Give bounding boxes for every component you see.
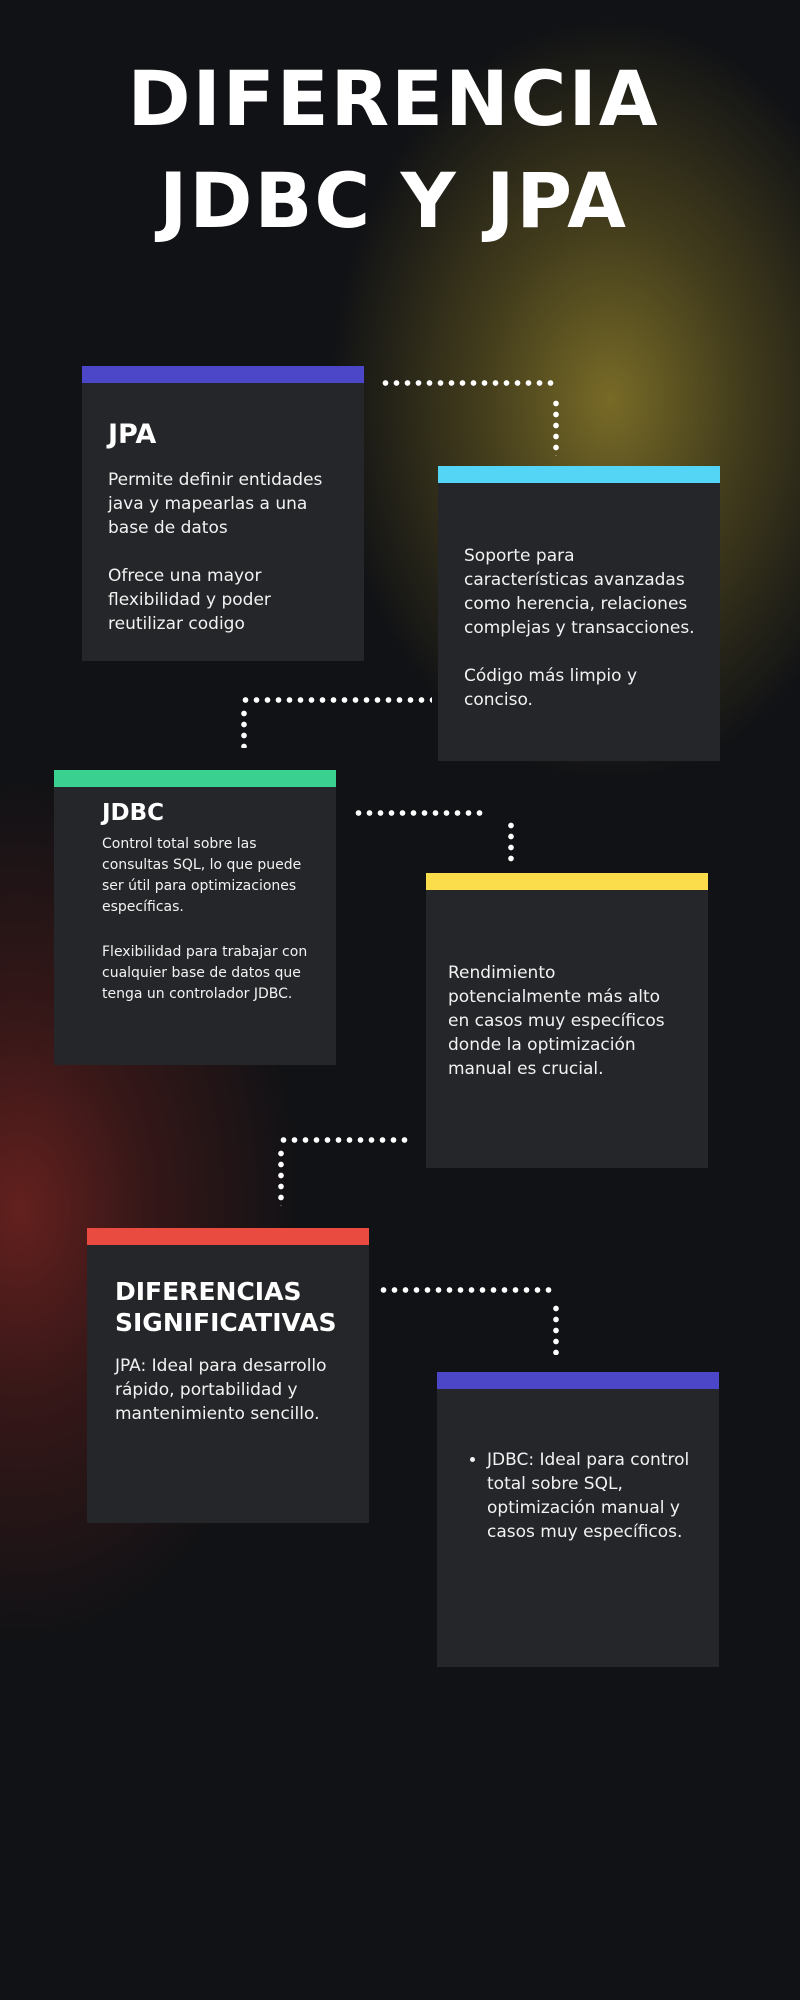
- card-jdbc-accent-bar: [54, 770, 336, 787]
- card-differences-paragraph-1: JPA: Ideal para desarrollo rápido, porta…: [115, 1356, 327, 1424]
- card-differences-accent-bar: [87, 1228, 369, 1245]
- card-jdbc-paragraph-2: Flexibilidad para trabajar con cualquier…: [102, 944, 308, 1002]
- card-jdbc-paragraph-1: Control total sobre las consultas SQL, l…: [102, 836, 302, 915]
- connector-dots-2-vertical: [241, 708, 247, 748]
- card-jpa-paragraph-2: Ofrece una mayor flexibilidad y poder re…: [108, 566, 271, 634]
- card-jpa-body: Permite definir entidades java y mapearl…: [108, 468, 348, 636]
- card-jdbc-detail: Rendimiento potencialmente más alto en c…: [426, 873, 708, 1168]
- connector-dots-4-vertical: [278, 1148, 284, 1206]
- card-jdbc-body: Control total sobre las consultas SQL, l…: [102, 834, 316, 1005]
- card-jpa: JPA Permite definir entidades java y map…: [82, 366, 364, 661]
- page-title: DIFERENCIA JDBC Y JPA: [0, 48, 787, 252]
- card-differences-detail-body: JDBC: Ideal para control total sobre SQL…: [469, 1448, 697, 1544]
- card-differences-detail: JDBC: Ideal para control total sobre SQL…: [437, 1372, 719, 1667]
- card-jdbc-detail-body: Rendimiento potencialmente más alto en c…: [448, 961, 678, 1081]
- connector-dots-3-horizontal: [353, 810, 485, 816]
- connector-dots-1-horizontal: [380, 380, 557, 386]
- card-differences-body: JPA: Ideal para desarrollo rápido, porta…: [115, 1354, 355, 1426]
- card-jpa-detail-paragraph-1: Soporte para características avanzadas c…: [464, 546, 695, 638]
- card-jpa-heading: JPA: [108, 419, 157, 450]
- card-jdbc-detail-accent-bar: [426, 873, 708, 890]
- card-differences-detail-list: JDBC: Ideal para control total sobre SQL…: [469, 1448, 697, 1544]
- card-differences-detail-accent-bar: [437, 1372, 719, 1389]
- card-jdbc: JDBC Control total sobre las consultas S…: [54, 770, 336, 1065]
- card-differences-heading: DIFERENCIAS SIGNIFICATIVAS: [115, 1277, 337, 1337]
- card-jdbc-heading: JDBC: [102, 800, 165, 826]
- card-jpa-paragraph-1: Permite definir entidades java y mapearl…: [108, 470, 323, 538]
- page-title-line-1: DIFERENCIA: [127, 54, 660, 143]
- card-jpa-detail-paragraph-2: Código más limpio y conciso.: [464, 666, 638, 710]
- connector-dots-4-horizontal: [278, 1137, 410, 1143]
- card-differences: DIFERENCIAS SIGNIFICATIVAS JPA: Ideal pa…: [87, 1228, 369, 1523]
- connector-dots-5-vertical: [553, 1303, 559, 1355]
- card-jpa-accent-bar: [82, 366, 364, 383]
- card-jdbc-detail-paragraph-1: Rendimiento potencialmente más alto en c…: [448, 963, 665, 1079]
- connector-dots-1-vertical: [553, 398, 559, 456]
- card-jpa-detail-body: Soporte para características avanzadas c…: [464, 544, 704, 712]
- connector-dots-2-horizontal: [240, 697, 432, 703]
- connector-dots-3-vertical: [508, 820, 514, 864]
- card-differences-detail-bullet-1: JDBC: Ideal para control total sobre SQL…: [487, 1448, 697, 1544]
- connector-dots-5-horizontal: [378, 1287, 555, 1293]
- page-title-line-2: JDBC Y JPA: [159, 156, 628, 245]
- card-jpa-detail: Soporte para características avanzadas c…: [438, 466, 720, 761]
- card-jpa-detail-accent-bar: [438, 466, 720, 483]
